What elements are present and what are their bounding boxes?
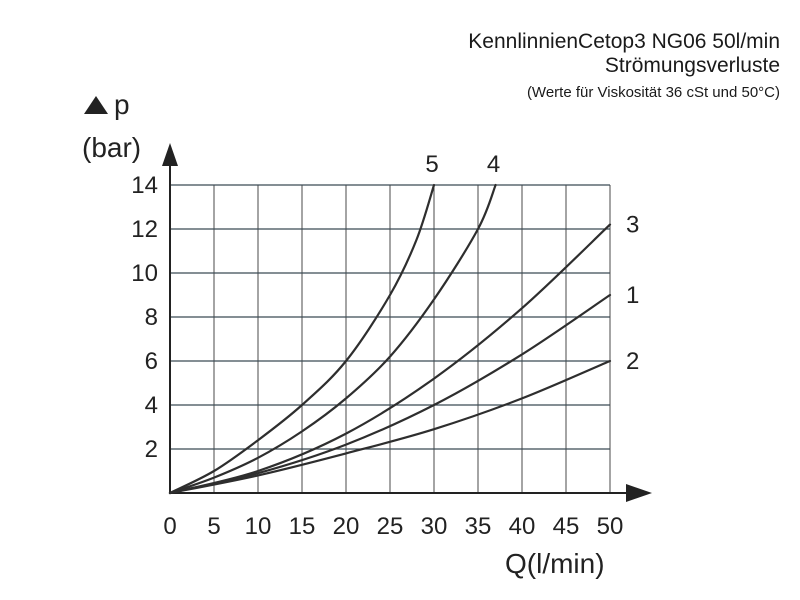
chart-title: KennlinnienCetop3 NG06 50l/min — [468, 30, 780, 53]
x-tick-label: 10 — [245, 513, 272, 540]
curve-label-5: 5 — [425, 151, 438, 178]
y-tick-labels: 2 4 6 8 10 12 14 — [131, 172, 158, 463]
curves — [168, 183, 612, 495]
y-tick-label: 10 — [131, 260, 158, 287]
y-axis-label-line1: p — [114, 89, 130, 120]
y-tick-label: 6 — [145, 348, 158, 375]
chart-subtitle: Strömungsverluste — [604, 54, 780, 77]
curve-2 — [168, 359, 612, 495]
curve-4 — [168, 183, 497, 495]
chart-note: (Werte für Viskosität 36 cSt und 50°C) — [526, 84, 780, 101]
x-tick-labels: 0 5 10 15 20 25 30 35 40 45 50 — [163, 513, 623, 540]
y-tick-label: 12 — [131, 216, 158, 243]
curve-label-2: 2 — [626, 348, 639, 375]
curve-3 — [168, 223, 612, 495]
chart-title-block: KennlinnienCetop3 NG06 50l/min Strömungs… — [468, 30, 780, 104]
y-tick-label: 8 — [145, 304, 158, 331]
x-tick-label: 0 — [163, 513, 176, 540]
x-tick-label: 35 — [465, 513, 492, 540]
curve-label-4: 4 — [487, 151, 500, 178]
x-tick-label: 25 — [377, 513, 404, 540]
x-tick-label: 5 — [207, 513, 220, 540]
x-tick-label: 45 — [553, 513, 580, 540]
y-tick-label: 14 — [131, 172, 158, 199]
y-tick-label: 4 — [145, 392, 158, 419]
y-axis-label-line2: (bar) — [82, 132, 141, 163]
x-tick-label: 20 — [333, 513, 360, 540]
x-axis-label: Q(l/min) — [505, 548, 605, 579]
curve-label-3: 3 — [626, 212, 639, 239]
curve-5 — [168, 183, 436, 495]
curve-labels: 5 4 3 1 2 — [425, 151, 639, 375]
y-axis-arrow-icon — [162, 143, 178, 166]
delta-symbol-icon — [84, 96, 108, 114]
curve-1 — [168, 293, 612, 495]
x-tick-label: 40 — [509, 513, 536, 540]
x-tick-label: 15 — [289, 513, 316, 540]
x-tick-label: 30 — [421, 513, 448, 540]
curve-label-1: 1 — [626, 282, 639, 309]
x-axis-arrow-icon — [626, 484, 652, 502]
x-tick-label: 50 — [597, 513, 624, 540]
grid — [170, 184, 611, 493]
y-tick-label: 2 — [145, 436, 158, 463]
axes — [162, 143, 652, 502]
